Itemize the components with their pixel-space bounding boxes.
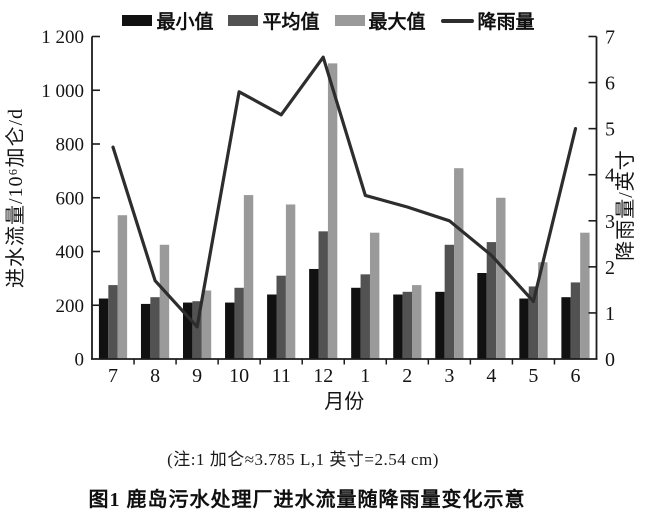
bar [276, 275, 286, 359]
bar [570, 282, 581, 359]
bar [496, 197, 506, 359]
legend-item-min: 最小值 [122, 7, 213, 34]
x-tick-label: 6 [571, 365, 581, 387]
bar [528, 286, 539, 359]
right-tick-label: 1 [605, 303, 615, 325]
bar [393, 294, 403, 359]
bar [140, 303, 151, 359]
legend-label: 平均值 [262, 12, 320, 33]
legend-label: 最小值 [156, 12, 214, 33]
left-tick-label: 200 [56, 296, 85, 317]
bar [225, 302, 235, 359]
bar [267, 294, 277, 359]
bar [351, 287, 361, 359]
left-tick-label: 1 000 [41, 81, 84, 102]
bar [234, 287, 244, 359]
right-tick-label: 3 [605, 211, 615, 233]
x-tick-label: 11 [272, 365, 291, 387]
x-tick-label: 12 [313, 365, 333, 387]
bar [192, 301, 202, 359]
left-tick-label: 600 [56, 188, 85, 209]
bar [402, 291, 413, 359]
chart-note: (注:1 加仑≈3.785 L,1 英寸=2.54 cm) [167, 450, 439, 469]
legend-bar-swatch [334, 15, 365, 26]
right-tick-label: 2 [605, 257, 615, 279]
bar [454, 168, 464, 359]
bar [183, 302, 193, 359]
right-tick-label: 0 [605, 349, 615, 371]
x-tick-label: 2 [402, 365, 412, 387]
bar [538, 262, 548, 359]
bar [561, 297, 571, 359]
rainfall-line [111, 55, 578, 329]
bar [159, 244, 170, 359]
bar [477, 273, 487, 359]
legend-item-avg: 平均值 [228, 7, 320, 34]
right-tick-label: 6 [605, 73, 615, 95]
bar [309, 268, 319, 359]
left-axis-title: 进水流量/10⁶加仑/d [4, 108, 27, 288]
legend-bar-swatch [122, 15, 153, 26]
bar [318, 231, 328, 359]
bars-max [117, 63, 590, 360]
legend-item-max: 最大值 [334, 7, 426, 34]
bar [444, 244, 455, 359]
x-tick-label: 8 [150, 365, 160, 387]
x-tick-label: 1 [360, 365, 370, 387]
bar [285, 204, 296, 359]
x-axis-title: 月份 [324, 390, 364, 413]
x-tick-label: 3 [444, 365, 454, 387]
right-tick-label: 5 [605, 119, 615, 141]
right-axis-title: 降雨量/英寸 [614, 149, 637, 261]
bar [98, 298, 109, 359]
x-tick-label: 4 [486, 365, 496, 387]
left-axis-ticks: 0 200 400 600 800 1 000 1 200 [41, 27, 100, 371]
legend-item-rain: 降雨量 [440, 7, 535, 34]
left-tick-label: 800 [56, 135, 85, 156]
left-tick-label: 400 [56, 242, 85, 263]
bar [108, 285, 118, 359]
bar [435, 291, 445, 359]
x-tick-label: 5 [528, 365, 538, 387]
bars-avg [108, 231, 581, 359]
bar [243, 195, 254, 359]
right-tick-label: 4 [605, 165, 615, 187]
legend-label: 降雨量 [477, 12, 535, 33]
bar [519, 298, 529, 359]
bar [369, 232, 380, 359]
x-tick-label: 7 [108, 365, 118, 387]
bar [327, 63, 338, 360]
left-tick-label: 0 [75, 350, 85, 371]
chart-legend: 最小值 平均值 最大值 降雨量 [0, 7, 657, 34]
x-tick-label: 10 [229, 365, 249, 387]
legend-bar-swatch [228, 15, 259, 26]
bar [580, 232, 590, 359]
right-tick-label: 7 [605, 27, 615, 49]
bar [117, 215, 128, 359]
legend-line-swatch [440, 18, 474, 23]
x-axis-ticks: 7 8 9 10 11 12 1 2 3 4 5 6 [108, 359, 581, 387]
left-tick-label: 1 200 [41, 27, 84, 48]
right-axis-ticks: 0 1 2 3 4 5 6 7 [588, 27, 615, 371]
bar [150, 297, 160, 359]
bar [201, 290, 212, 359]
bar [486, 242, 497, 359]
x-tick-label: 9 [192, 365, 202, 387]
bars-min [98, 268, 571, 359]
legend-label: 最大值 [368, 12, 426, 33]
bar [412, 285, 422, 359]
bar [360, 274, 370, 359]
figure-caption: 图1 鹿岛污水处理厂进水流量随降雨量变化示意 [88, 489, 526, 511]
